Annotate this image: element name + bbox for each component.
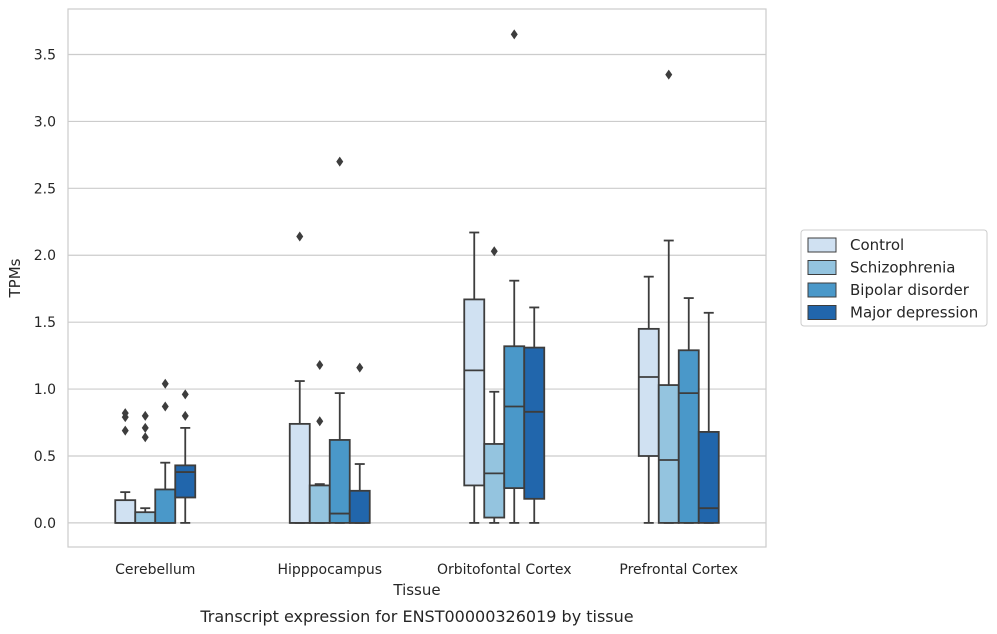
outlier-point [181, 410, 189, 421]
y-tick-label: 0.5 [34, 449, 56, 465]
legend-swatch [807, 237, 837, 253]
box [114, 408, 137, 524]
box-body [154, 488, 177, 524]
box-body [483, 443, 506, 519]
box [503, 29, 526, 524]
outlier-point [141, 410, 149, 421]
box-body [174, 464, 197, 499]
box-group [288, 156, 371, 524]
legend-swatch [807, 305, 837, 320]
outlier-point [316, 359, 324, 370]
chart-caption: Transcript expression for ENST0000032601… [199, 607, 633, 626]
box-body [134, 511, 157, 524]
x-tick-label: Prefrontal Cortex [619, 562, 738, 578]
y-tick-labels: 0.0 0.5 1.0 1.5 2.0 2.5 3.0 3.5 [34, 48, 56, 532]
outlier-point [296, 231, 304, 242]
y-tick-label: 1.5 [34, 315, 56, 331]
box-body [463, 298, 486, 487]
box [523, 306, 546, 524]
box-body [288, 422, 311, 524]
box-body [114, 499, 137, 524]
outlier-point [316, 416, 324, 427]
outlier-point [161, 378, 169, 389]
outlier-point [510, 29, 518, 40]
box-body [677, 349, 700, 524]
box [483, 246, 506, 524]
y-tick-label: 1.0 [34, 382, 56, 398]
box [308, 359, 331, 524]
legend-label: Schizophrenia [850, 259, 955, 277]
box-group [114, 378, 197, 524]
box-body [328, 439, 351, 524]
outlier-point [490, 246, 498, 257]
legend: Control Schizophrenia Bipolar disorder Majo… [800, 229, 988, 327]
outlier-point [161, 401, 169, 412]
plot-area-frame [67, 8, 767, 548]
x-axis-label: Tissue [392, 581, 440, 599]
box [657, 69, 680, 524]
box [463, 231, 486, 524]
legend-label: Major depression [850, 304, 978, 322]
x-tick-label: Orbitofontal Cortex [437, 562, 572, 578]
box-group [463, 29, 546, 524]
legend-frame [800, 229, 988, 327]
gridlines [68, 53, 766, 524]
box [637, 275, 660, 524]
box [134, 410, 157, 524]
box-body [637, 327, 660, 457]
outlier-point [356, 362, 364, 373]
box-groups [114, 29, 720, 524]
box [288, 231, 311, 524]
y-tick-label: 2.5 [34, 181, 56, 197]
box [174, 389, 197, 524]
box-body [503, 345, 526, 490]
box-group [637, 69, 720, 524]
legend-label: Bipolar disorder [850, 281, 970, 299]
x-tick-labels: Cerebellum Hipppocampus Orbitofontal Corte… [115, 562, 738, 578]
outlier-point [141, 432, 149, 443]
x-tick-label: Hipppocampus [277, 562, 382, 578]
outlier-point [121, 425, 129, 436]
outlier-point [141, 422, 149, 433]
box [697, 311, 720, 524]
outlier-point [336, 156, 344, 167]
box-body [697, 431, 720, 524]
y-axis-label: TPMs [6, 258, 24, 298]
y-tick-label: 3.5 [34, 48, 56, 64]
y-tick-label: 2.0 [34, 248, 56, 264]
y-tick-label: 3.0 [34, 114, 56, 130]
box-body [657, 384, 680, 524]
box-body [348, 489, 371, 524]
box-body [308, 484, 331, 524]
box [328, 156, 351, 524]
outlier-point [121, 408, 129, 419]
y-tick-label: 0.0 [34, 516, 56, 532]
legend-label: Control [850, 236, 904, 254]
legend-swatch [807, 260, 837, 275]
x-tick-label: Cerebellum [115, 562, 195, 578]
box [348, 362, 371, 524]
outlier-point [181, 389, 189, 400]
box [677, 297, 700, 524]
outlier-point [665, 69, 673, 80]
box [154, 378, 177, 524]
legend-swatch [807, 282, 837, 298]
box-body [523, 346, 546, 500]
